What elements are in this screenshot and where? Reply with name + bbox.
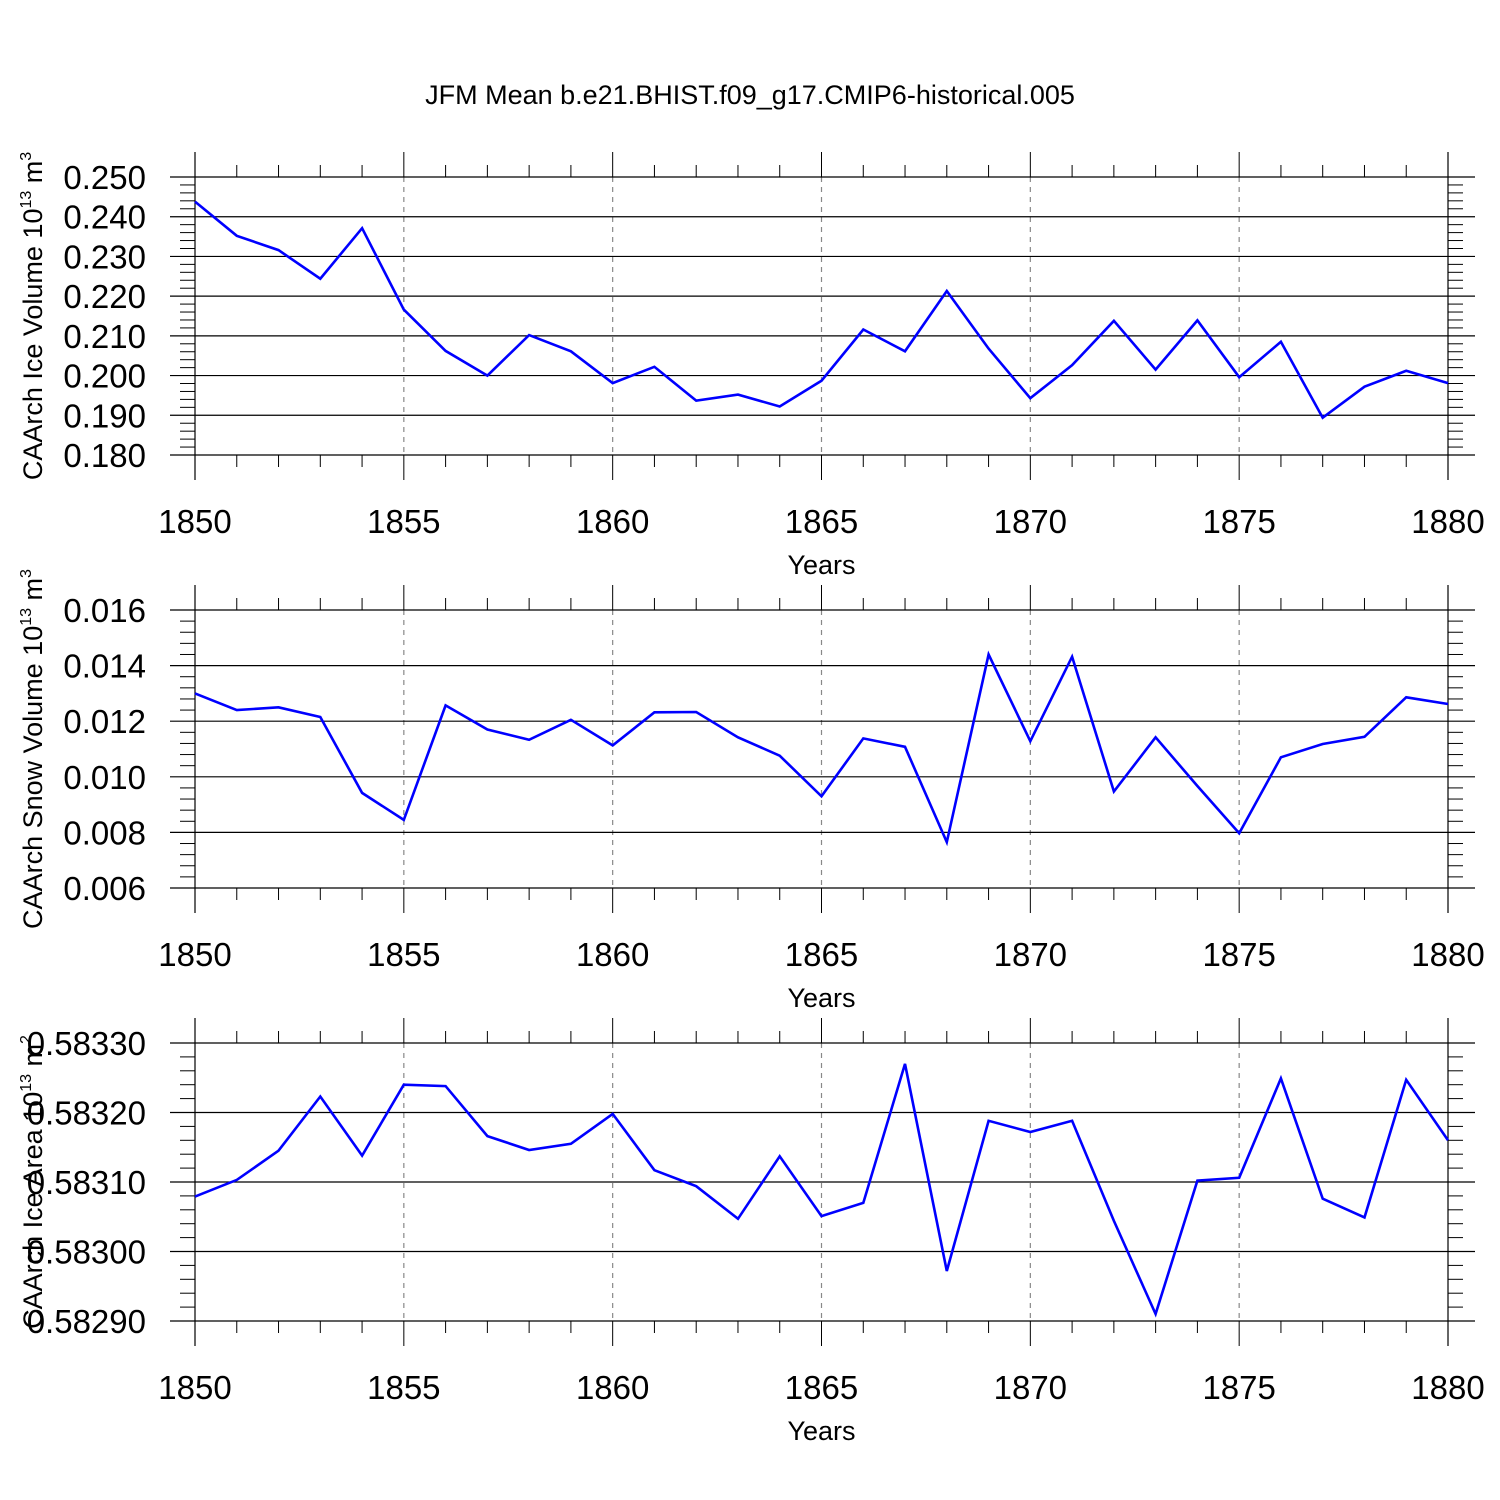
x-tick-label: 1865 bbox=[785, 503, 858, 540]
y-tick-label: 0.230 bbox=[63, 238, 146, 275]
x-axis-title: Years bbox=[787, 983, 855, 1013]
x-tick-label: 1860 bbox=[576, 936, 649, 973]
x-tick-label: 1880 bbox=[1411, 936, 1484, 973]
y-tick-label: 0.58320 bbox=[27, 1095, 146, 1132]
y-tick-label: 0.012 bbox=[63, 703, 146, 740]
x-tick-label: 1875 bbox=[1202, 936, 1275, 973]
chart-title: JFM Mean b.e21.BHIST.f09_g17.CMIP6-histo… bbox=[425, 80, 1075, 110]
x-tick-label: 1855 bbox=[367, 936, 440, 973]
y-tick-label: 0.008 bbox=[63, 814, 146, 851]
y-tick-label: 0.58290 bbox=[27, 1303, 146, 1340]
y-tick-label: 0.220 bbox=[63, 278, 146, 315]
panel-2: 0.006 0.008 0.010 0.012 0.014 0.016 1850 1855 18… bbox=[18, 569, 1485, 1013]
y-tick-label: 0.180 bbox=[63, 437, 146, 474]
y-tick-label: 0.006 bbox=[63, 870, 146, 907]
x-axis-title: Years bbox=[787, 1416, 855, 1446]
y-axis-title: CAArch Ice Volume 1013 m3 bbox=[18, 152, 48, 480]
x-tick-label: 1850 bbox=[158, 936, 231, 973]
series-line bbox=[194, 200, 1449, 420]
y-tick-label: 0.58330 bbox=[27, 1025, 146, 1062]
x-tick-label: 1870 bbox=[994, 1369, 1067, 1406]
x-tick-label: 1865 bbox=[785, 1369, 858, 1406]
x-tick-label: 1860 bbox=[576, 1369, 649, 1406]
x-tick-label: 1875 bbox=[1202, 1369, 1275, 1406]
panels-group: 0.1800.1900.2000.2100.2200.2300.2400.250… bbox=[18, 152, 1485, 1446]
y-tick-label: 0.014 bbox=[63, 648, 146, 685]
x-tick-label: 1875 bbox=[1202, 503, 1275, 540]
y-axis-title: CAArch Ice Area 1013 m2 bbox=[18, 1035, 48, 1329]
x-tick-label: 1880 bbox=[1411, 503, 1484, 540]
y-tick-label: 0.250 bbox=[63, 159, 146, 196]
x-tick-label: 1850 bbox=[158, 503, 231, 540]
x-tick-label: 1870 bbox=[994, 936, 1067, 973]
x-tick-label: 1860 bbox=[576, 503, 649, 540]
x-tick-label: 1870 bbox=[994, 503, 1067, 540]
x-tick-label: 1865 bbox=[785, 936, 858, 973]
y-tick-label: 0.010 bbox=[63, 759, 146, 796]
y-tick-label: 0.58310 bbox=[27, 1164, 146, 1201]
y-tick-label: 0.210 bbox=[63, 318, 146, 355]
y-tick-label: 0.200 bbox=[63, 358, 146, 395]
x-tick-label: 1880 bbox=[1411, 1369, 1484, 1406]
y-tick-label: 0.240 bbox=[63, 199, 146, 236]
x-tick-label: 1850 bbox=[158, 1369, 231, 1406]
x-tick-label: 1855 bbox=[367, 1369, 440, 1406]
y-axis-title: CAArch Snow Volume 1013 m3 bbox=[18, 569, 48, 929]
panel-3: 0.58290 0.58300 0.58310 0.58320 0.58330 1850 1… bbox=[18, 1018, 1485, 1446]
y-tick-label: 0.016 bbox=[63, 592, 146, 629]
y-tick-label: 0.190 bbox=[63, 397, 146, 434]
x-axis-title: Years bbox=[787, 550, 855, 580]
y-tick-label: 0.58300 bbox=[27, 1234, 146, 1271]
series-line bbox=[194, 650, 1449, 847]
x-tick-label: 1855 bbox=[367, 503, 440, 540]
series-line bbox=[194, 1063, 1450, 1318]
panel-1: 0.1800.1900.2000.2100.2200.2300.2400.250… bbox=[18, 152, 1485, 580]
